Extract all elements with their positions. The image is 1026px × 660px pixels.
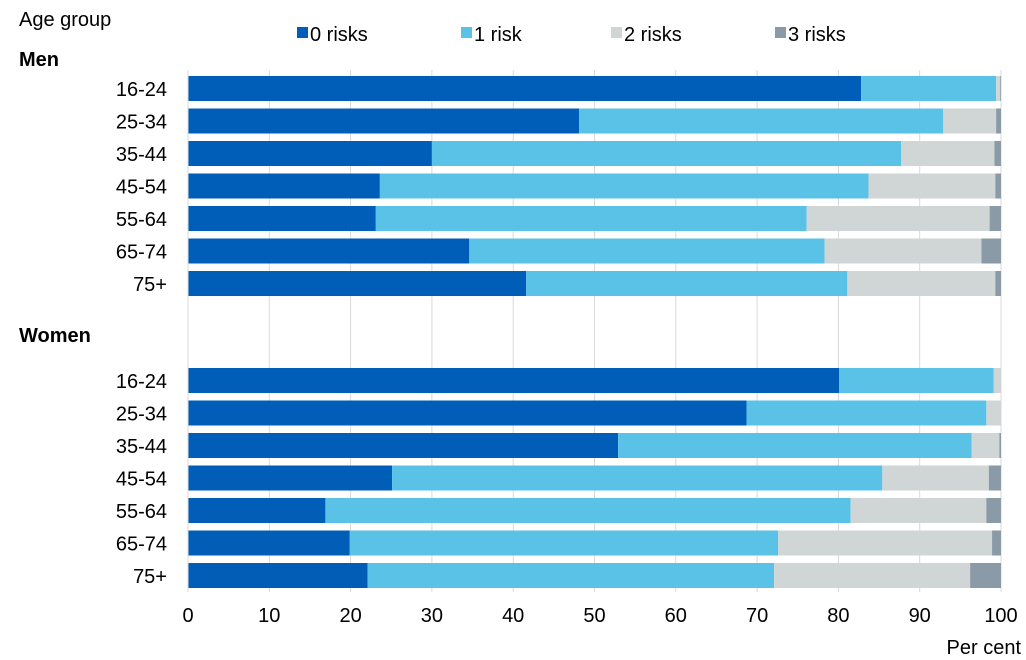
bar-segment	[992, 530, 1001, 556]
bar-segment	[188, 141, 432, 166]
bar-segment	[847, 271, 996, 296]
bar-segment	[994, 141, 1001, 166]
bar-segment	[526, 271, 848, 296]
x-axis-title: Per cent	[947, 637, 1022, 659]
legend-label: 3 risks	[788, 24, 846, 46]
legend-swatch	[611, 27, 622, 38]
bar-segment	[986, 400, 1001, 426]
bar-segment	[996, 76, 1001, 101]
x-tick-label: 60	[665, 605, 687, 627]
bar-segment	[379, 173, 869, 199]
bar-segment	[943, 108, 997, 134]
bar-segment	[861, 76, 997, 101]
labels: Men 16-24 25-34 35-44 45-54 55-64 65-74 75+ Wome…	[19, 49, 167, 588]
bar-segment	[431, 141, 902, 166]
bar-segment	[988, 465, 1001, 491]
bar-segment	[993, 368, 1001, 393]
group-label: Men	[19, 49, 59, 71]
bar-segment	[188, 368, 840, 393]
bar-segment	[996, 108, 1001, 134]
bar-segment	[986, 498, 1001, 523]
legend-swatch	[297, 27, 308, 38]
category-label: 75+	[133, 566, 167, 588]
bar-segment	[188, 530, 350, 556]
legend-label: 1 risk	[474, 24, 523, 46]
x-tick-label: 80	[827, 605, 849, 627]
legend-label: 2 risks	[624, 24, 682, 46]
group-label: Women	[19, 325, 91, 347]
bar-segment	[579, 108, 944, 134]
legend: Age group 0 risks 1 risk 2 risks 3 risks	[19, 9, 846, 46]
bar-segment	[839, 368, 994, 393]
legend-swatch	[775, 27, 786, 38]
x-tick-label: 50	[583, 605, 605, 627]
legend-label: 0 risks	[310, 24, 368, 46]
bar-segment	[824, 238, 982, 264]
category-label: 16-24	[116, 79, 167, 101]
x-tick-label: 30	[421, 605, 443, 627]
bar-segment	[188, 271, 527, 296]
bar-segment	[806, 206, 990, 231]
x-tick-label: 70	[746, 605, 768, 627]
bar-segment	[188, 433, 619, 458]
bar-segment	[188, 400, 747, 426]
bar-segment	[618, 433, 972, 458]
bar-segment	[999, 433, 1001, 458]
bar-segment	[901, 141, 995, 166]
bar-segment	[349, 530, 779, 556]
bars	[188, 76, 1001, 588]
bar-segment	[1000, 76, 1001, 101]
bar-segment	[995, 173, 1001, 199]
x-tick-label: 20	[339, 605, 361, 627]
bar-segment	[188, 563, 368, 588]
category-label: 35-44	[116, 144, 167, 166]
bar-segment	[367, 563, 775, 588]
category-label: 45-54	[116, 469, 167, 491]
bar-segment	[325, 498, 851, 523]
category-label: 65-74	[116, 242, 167, 264]
category-label: 16-24	[116, 371, 167, 393]
x-tick-label: 100	[984, 605, 1017, 627]
x-tick-label: 40	[502, 605, 524, 627]
legend-swatch	[461, 27, 472, 38]
category-label: 75+	[133, 274, 167, 296]
bar-segment	[971, 433, 1000, 458]
bar-segment	[375, 206, 807, 231]
x-axis: 0 10 20 30 40 50 60 70 80 90 100 Per cent	[182, 70, 1021, 659]
category-label: 55-64	[116, 501, 167, 523]
bar-segment	[188, 108, 580, 134]
bar-segment	[989, 206, 1001, 231]
bar-segment	[188, 206, 376, 231]
bar-segment	[188, 238, 470, 264]
legend-title: Age group	[19, 9, 111, 31]
bar-segment	[188, 465, 393, 491]
bar-segment	[188, 76, 862, 101]
bar-segment	[850, 498, 987, 523]
bar-segment	[188, 498, 326, 523]
category-label: 65-74	[116, 534, 167, 556]
bar-segment	[995, 271, 1001, 296]
category-label: 25-34	[116, 112, 167, 134]
bar-segment	[746, 400, 987, 426]
category-label: 35-44	[116, 436, 167, 458]
bar-segment	[868, 173, 996, 199]
category-label: 55-64	[116, 209, 167, 231]
bar-segment	[882, 465, 989, 491]
bar-segment	[392, 465, 883, 491]
bar-segment	[774, 563, 971, 588]
bar-segment	[970, 563, 1001, 588]
x-tick-label: 10	[258, 605, 280, 627]
bar-segment	[469, 238, 825, 264]
category-label: 25-34	[116, 404, 167, 426]
bar-segment	[188, 173, 380, 199]
bar-segment	[981, 238, 1001, 264]
category-label: 45-54	[116, 177, 167, 199]
x-tick-label: 90	[909, 605, 931, 627]
bar-segment	[778, 530, 993, 556]
x-tick-label: 0	[182, 605, 193, 627]
